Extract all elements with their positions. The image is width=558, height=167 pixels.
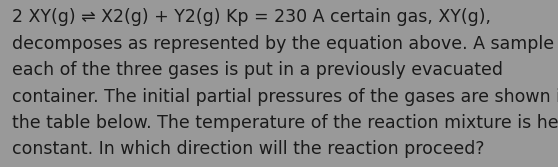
- Text: container. The initial partial pressures of the gases are shown in: container. The initial partial pressures…: [12, 88, 558, 106]
- Text: constant. In which direction will the reaction proceed?: constant. In which direction will the re…: [12, 140, 485, 158]
- Text: 2 XY(g) ⇌ X2(g) + Y2(g) Kp = 230 A certain gas, XY(g),: 2 XY(g) ⇌ X2(g) + Y2(g) Kp = 230 A certa…: [12, 8, 491, 26]
- Text: decomposes as represented by the equation above. A sample of: decomposes as represented by the equatio…: [12, 35, 558, 53]
- Text: each of the three gases is put in a previously evacuated: each of the three gases is put in a prev…: [12, 61, 503, 79]
- Text: the table below. The temperature of the reaction mixture is held: the table below. The temperature of the …: [12, 114, 558, 132]
